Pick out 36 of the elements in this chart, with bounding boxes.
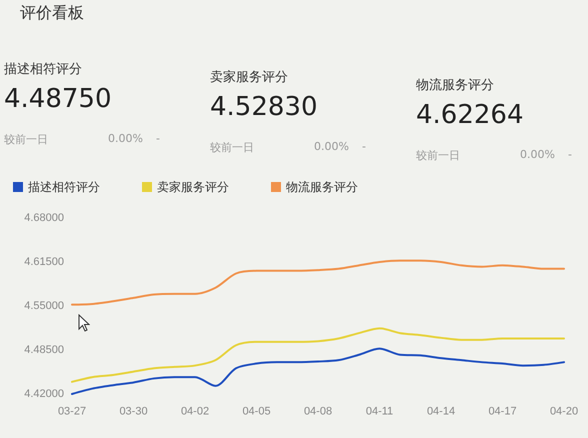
line-series (71, 348, 565, 395)
x-tick-label: 04-20 (550, 406, 578, 418)
x-tick-label: 04-08 (304, 406, 332, 418)
y-tick-label: 4.55000 (24, 300, 64, 312)
line-series (71, 327, 565, 383)
y-tick-label: 4.48500 (24, 344, 64, 356)
legend-label: 卖家服务评分 (157, 180, 229, 194)
text: 较前一日 (416, 148, 460, 163)
x-tick-label: 04-14 (426, 406, 456, 418)
x-tick-label: 03-30 (119, 406, 148, 418)
text: - (362, 140, 366, 153)
text: 4.52830 (210, 92, 318, 122)
text: 较前一日 (210, 140, 254, 155)
text: 卖家服务评分 (210, 69, 288, 86)
text: 0.00% (520, 148, 555, 161)
text: - (568, 148, 572, 161)
line-series (71, 260, 565, 306)
y-tick-label: 4.68000 (24, 212, 64, 224)
x-tick-label: 04-17 (488, 406, 517, 418)
text: 4.62264 (416, 100, 524, 130)
text: 4.48750 (4, 84, 112, 114)
x-tick-label: 04-11 (366, 406, 394, 418)
text: 物流服务评分 (416, 77, 494, 94)
x-tick-label: 03-27 (58, 406, 86, 418)
y-tick-label: 4.61500 (24, 256, 64, 268)
text: 较前一日 (4, 132, 48, 147)
legend-label: 物流服务评分 (286, 180, 358, 194)
text: 0.00% (314, 140, 349, 153)
text: 评价看板 (20, 3, 84, 24)
x-tick-label: 04-02 (180, 406, 210, 418)
x-tick-label: 04-05 (242, 406, 271, 418)
text: - (156, 132, 160, 145)
y-tick-label: 4.42000 (24, 388, 64, 400)
text: 描述相符评分 (4, 61, 82, 78)
legend-label: 描述相符评分 (28, 180, 100, 194)
text: 0.00% (108, 132, 143, 145)
